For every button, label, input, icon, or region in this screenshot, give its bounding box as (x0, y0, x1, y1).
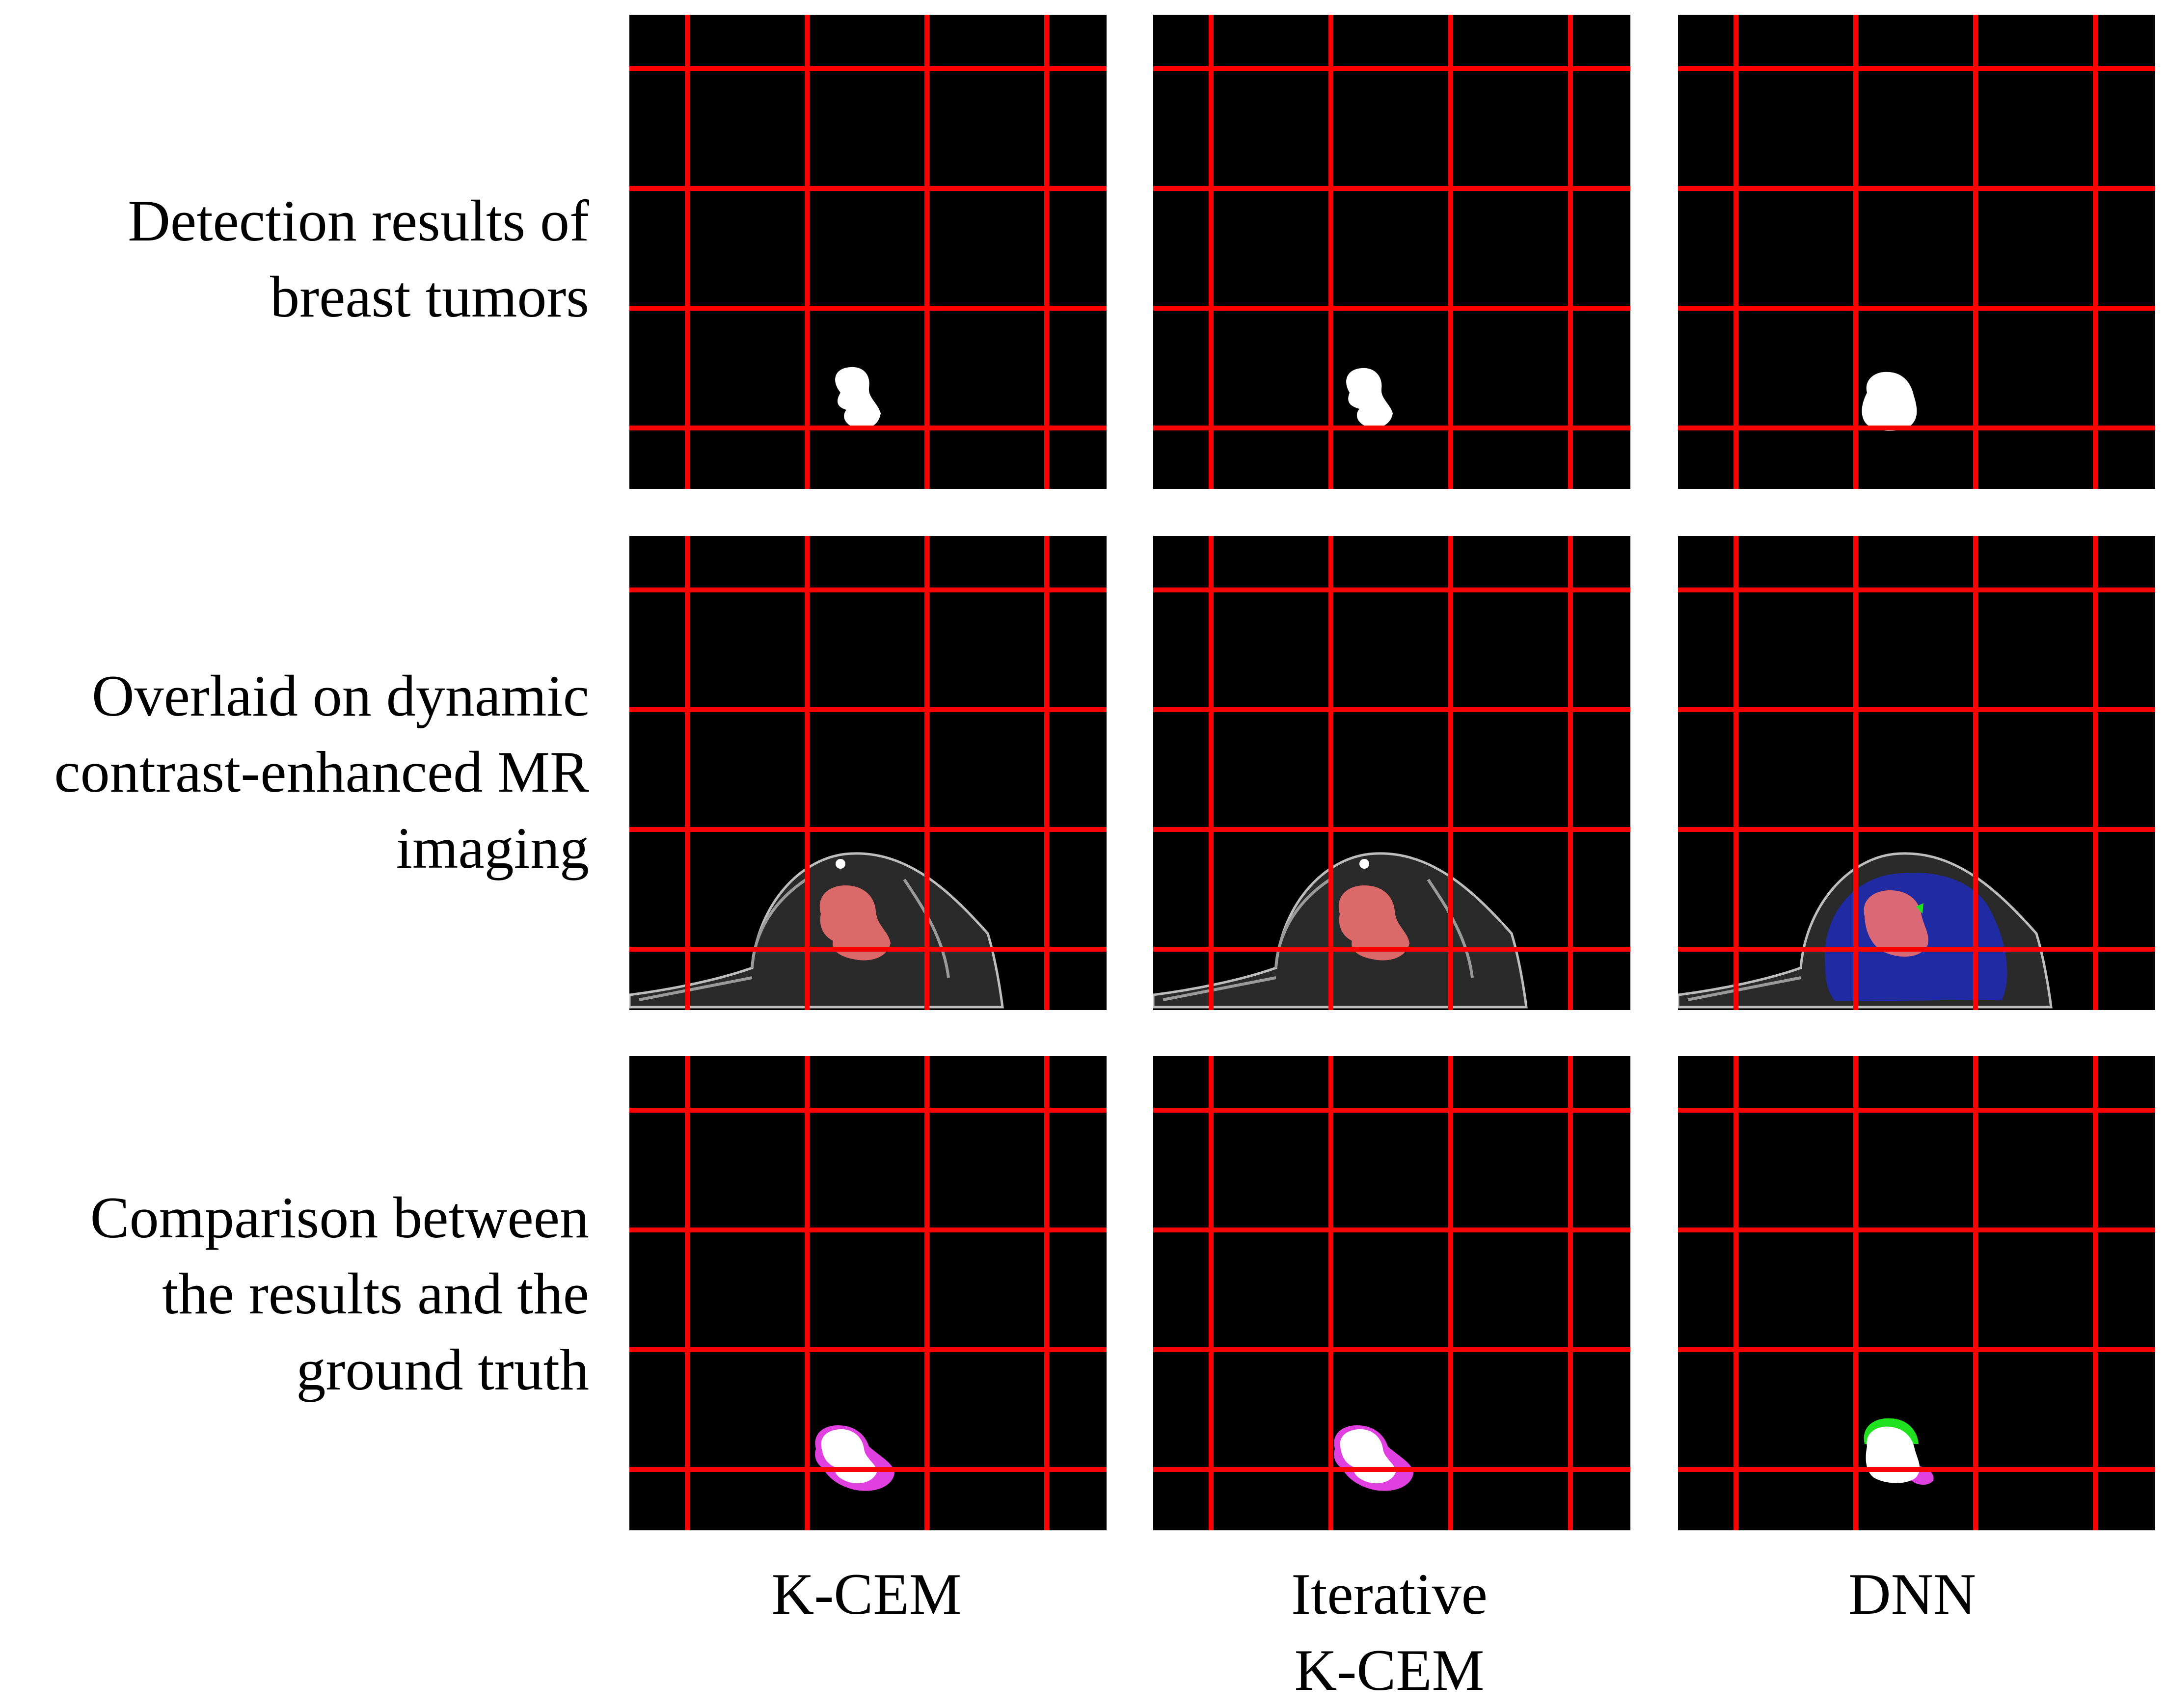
panel-image (1153, 1056, 1630, 1530)
grid-lines (629, 15, 1107, 489)
panel-overlay-dnn (1678, 536, 2155, 1010)
grid-lines (1153, 1056, 1630, 1530)
tissue-texture (639, 878, 950, 1001)
panel-image (1678, 15, 2155, 489)
bright-spot (1359, 859, 1369, 869)
tissue-texture (1687, 976, 1801, 1001)
panel-detection-dnn (1678, 15, 2155, 489)
tumor-overlay (1864, 890, 1928, 957)
grid-lines (1153, 15, 1630, 489)
grid-lines (1678, 1056, 2155, 1530)
tumor-mask (1346, 368, 1393, 428)
panel-image (1153, 536, 1630, 1010)
column-label-kcem: K-CEM (771, 1561, 962, 1627)
grid-lines (1678, 536, 2155, 1010)
tumor-mask (835, 367, 881, 429)
panel-image (629, 536, 1107, 1010)
grid-lines (1153, 536, 1630, 1010)
bright-spot (836, 859, 845, 869)
panel-overlay-iterative-kcem (1153, 536, 1630, 1010)
green-margin (1916, 903, 1923, 914)
panel-detection-kcem (629, 15, 1107, 489)
panel-image (1678, 536, 2155, 1010)
panel-image (1678, 1056, 2155, 1530)
panel-image (1153, 15, 1630, 489)
grid-lines (629, 1056, 1107, 1530)
row-label-comparison: Comparison between the results and the g… (90, 1185, 589, 1402)
tissue-texture (1163, 878, 1474, 1001)
tumor-mask (1862, 372, 1917, 431)
panel-image (629, 1056, 1107, 1530)
panel-detection-iterative-kcem (1153, 15, 1630, 489)
panel-comparison-iterative-kcem (1153, 1056, 1630, 1530)
tumor-overlay (1338, 885, 1409, 961)
breast-outline (1153, 852, 1528, 1009)
panel-overlay-kcem (629, 536, 1107, 1010)
panel-comparison-kcem (629, 1056, 1107, 1530)
column-label-iterative-kcem: Iterative K-CEM (1291, 1561, 1488, 1703)
breast-outline (629, 852, 1004, 1009)
tumor-overlay (819, 885, 891, 961)
row-label-detection: Detection results of breast tumors (128, 188, 589, 329)
row-label-overlay: Overlaid on dynamic contrast-enhanced MR… (54, 663, 589, 881)
panel-comparison-dnn (1678, 1056, 2155, 1530)
column-label-dnn: DNN (1848, 1561, 1976, 1627)
grid-lines (629, 536, 1107, 1010)
panel-image (629, 15, 1107, 489)
grid-lines (1678, 15, 2155, 489)
